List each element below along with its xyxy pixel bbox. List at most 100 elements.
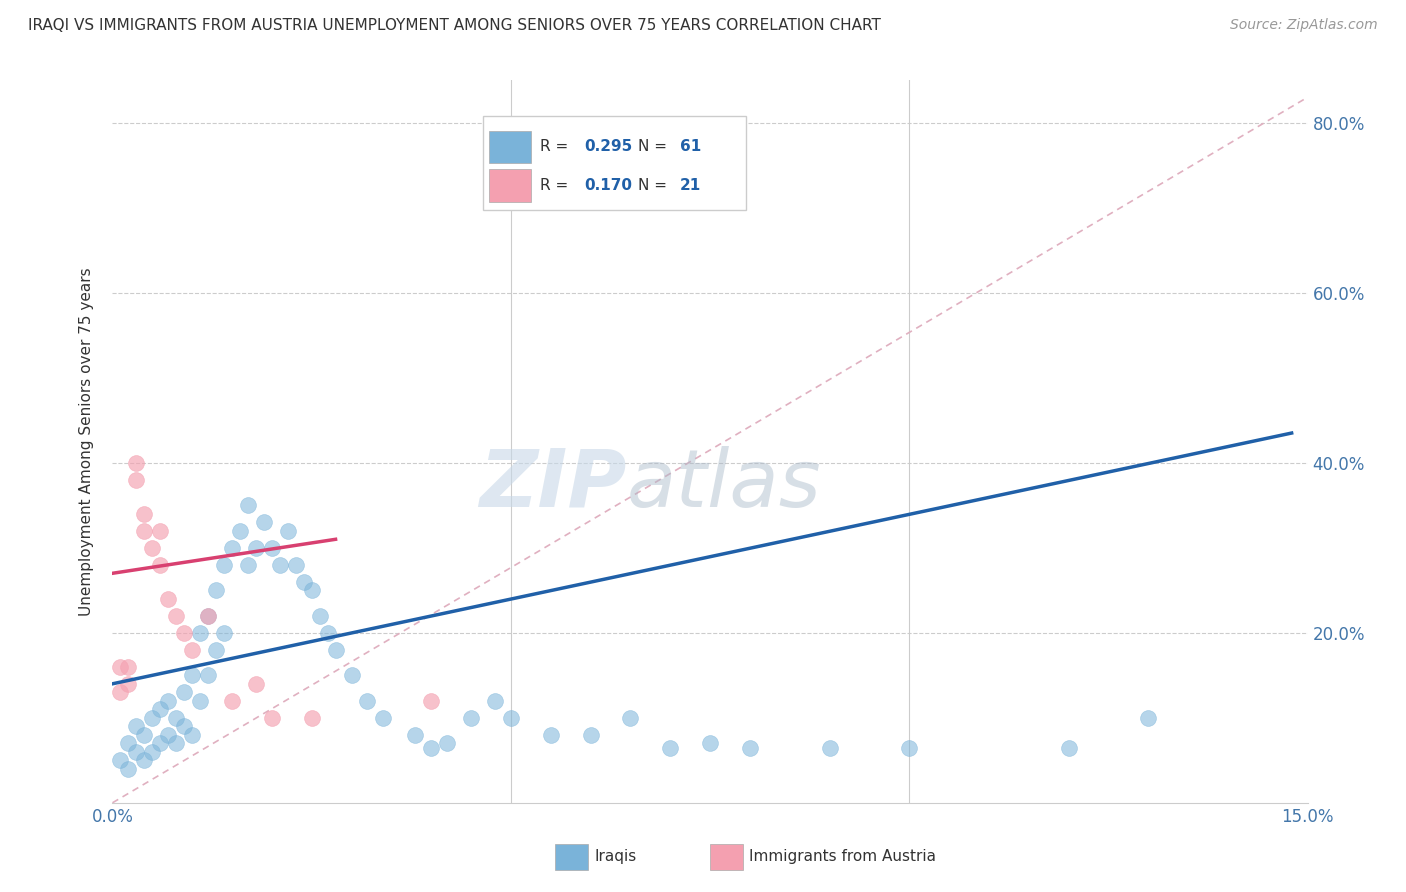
Point — [125, 456, 148, 470]
Bar — [489, 131, 531, 163]
Point — [157, 728, 180, 742]
Point — [181, 642, 204, 657]
Point — [373, 711, 395, 725]
Text: 21: 21 — [681, 178, 702, 193]
Point — [181, 668, 204, 682]
Bar — [554, 844, 588, 870]
Point — [205, 642, 228, 657]
Point — [141, 541, 163, 555]
Point — [308, 608, 330, 623]
Point — [149, 736, 172, 750]
Point — [221, 541, 243, 555]
Point — [149, 702, 172, 716]
Point — [420, 740, 443, 755]
Point — [165, 711, 187, 725]
Bar — [710, 844, 744, 870]
Point — [212, 558, 235, 572]
Point — [245, 677, 267, 691]
Point — [284, 558, 307, 572]
Point — [149, 558, 172, 572]
Point — [110, 685, 132, 699]
Point — [110, 660, 132, 674]
Text: IRAQI VS IMMIGRANTS FROM AUSTRIA UNEMPLOYMENT AMONG SENIORS OVER 75 YEARS CORREL: IRAQI VS IMMIGRANTS FROM AUSTRIA UNEMPLO… — [28, 18, 882, 33]
Point — [260, 711, 283, 725]
Point — [188, 625, 211, 640]
Point — [1057, 740, 1080, 755]
Point — [205, 583, 228, 598]
Text: 0.295: 0.295 — [585, 139, 633, 154]
Point — [245, 541, 267, 555]
Point — [110, 753, 132, 767]
Bar — [489, 169, 531, 202]
Point — [229, 524, 252, 538]
Point — [173, 719, 195, 733]
Text: 0.170: 0.170 — [585, 178, 633, 193]
Point — [125, 473, 148, 487]
Point — [236, 498, 259, 512]
Point — [117, 736, 139, 750]
Point — [134, 524, 156, 538]
Point — [292, 574, 315, 589]
Point — [188, 694, 211, 708]
Point — [149, 524, 172, 538]
Text: atlas: atlas — [627, 446, 821, 524]
Point — [404, 728, 426, 742]
Point — [340, 668, 363, 682]
Point — [269, 558, 291, 572]
Point — [173, 685, 195, 699]
Text: Iraqis: Iraqis — [595, 849, 637, 864]
Point — [316, 625, 339, 640]
Point — [221, 694, 243, 708]
Point — [157, 694, 180, 708]
Point — [197, 668, 219, 682]
Point — [173, 625, 195, 640]
Point — [125, 719, 148, 733]
Point — [253, 516, 276, 530]
Text: R =: R = — [540, 139, 574, 154]
Point — [659, 740, 682, 755]
Point — [117, 677, 139, 691]
Point — [141, 745, 163, 759]
Point — [699, 736, 721, 750]
Point — [197, 608, 219, 623]
Point — [356, 694, 378, 708]
Point — [484, 694, 506, 708]
Point — [125, 745, 148, 759]
FancyBboxPatch shape — [484, 117, 747, 211]
Point — [540, 728, 562, 742]
Point — [420, 694, 443, 708]
Y-axis label: Unemployment Among Seniors over 75 years: Unemployment Among Seniors over 75 years — [79, 268, 94, 615]
Point — [738, 740, 761, 755]
Point — [134, 753, 156, 767]
Point — [117, 660, 139, 674]
Point — [277, 524, 299, 538]
Text: N =: N = — [638, 178, 672, 193]
Point — [165, 736, 187, 750]
Point — [134, 728, 156, 742]
Point — [619, 711, 641, 725]
Text: Source: ZipAtlas.com: Source: ZipAtlas.com — [1230, 18, 1378, 32]
Point — [197, 608, 219, 623]
Point — [165, 608, 187, 623]
Point — [236, 558, 259, 572]
Point — [181, 728, 204, 742]
Point — [460, 711, 482, 725]
Point — [1137, 711, 1160, 725]
Point — [499, 711, 522, 725]
Text: 61: 61 — [681, 139, 702, 154]
Point — [818, 740, 841, 755]
Text: R =: R = — [540, 178, 574, 193]
Point — [898, 740, 921, 755]
Point — [134, 507, 156, 521]
Text: ZIP: ZIP — [479, 446, 627, 524]
Point — [301, 711, 323, 725]
Point — [117, 762, 139, 776]
Point — [325, 642, 347, 657]
Point — [301, 583, 323, 598]
Point — [212, 625, 235, 640]
Point — [579, 728, 602, 742]
Point — [260, 541, 283, 555]
Point — [436, 736, 458, 750]
Point — [157, 591, 180, 606]
Text: Immigrants from Austria: Immigrants from Austria — [749, 849, 936, 864]
